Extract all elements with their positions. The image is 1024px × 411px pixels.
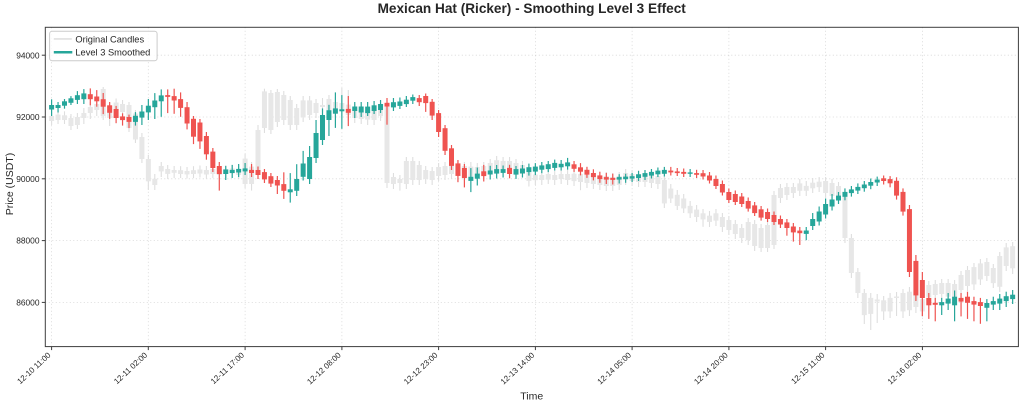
svg-text:86000: 86000 xyxy=(16,298,40,308)
svg-text:90000: 90000 xyxy=(16,174,40,184)
svg-text:Mexican Hat (Ricker) - Smoothi: Mexican Hat (Ricker) - Smoothing Level 3… xyxy=(378,1,687,16)
svg-text:Price (USDT): Price (USDT) xyxy=(4,153,16,215)
svg-text:92000: 92000 xyxy=(16,112,40,122)
svg-text:94000: 94000 xyxy=(16,50,40,60)
svg-text:88000: 88000 xyxy=(16,236,40,246)
svg-text:Original Candles: Original Candles xyxy=(75,34,144,44)
svg-text:Time: Time xyxy=(520,391,543,403)
svg-text:Level 3 Smoothed: Level 3 Smoothed xyxy=(75,48,150,58)
